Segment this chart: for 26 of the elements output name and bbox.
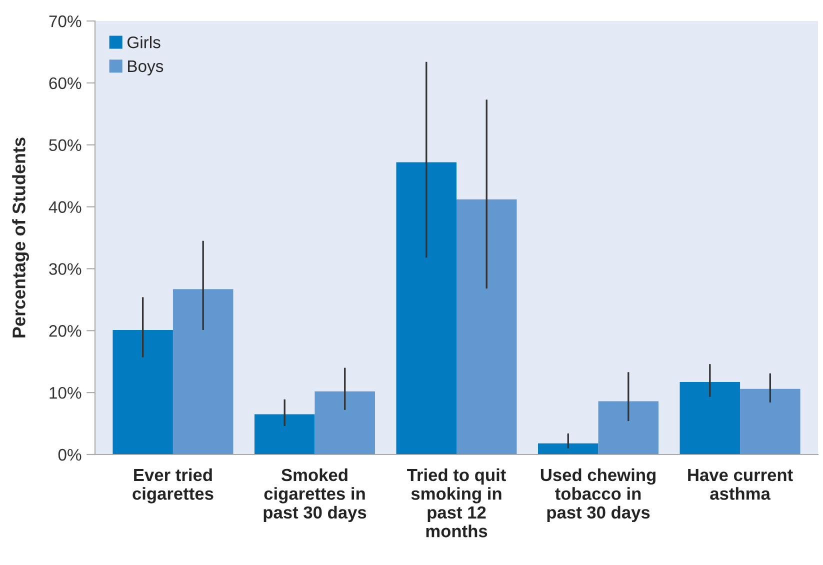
- y-axis-title: Percentage of Students: [12, 138, 30, 338]
- x-tick-label: Tried to quit smoking in past 12 months: [407, 468, 506, 538]
- bar: [112, 330, 173, 454]
- bar: [396, 162, 456, 454]
- bar: [740, 388, 800, 454]
- y-tick-label: 30%: [49, 263, 82, 275]
- y-tick-label: 70%: [49, 15, 82, 28]
- bar: [598, 401, 659, 454]
- x-tick-label: Smoked cigarettes in past 30 days: [264, 468, 366, 522]
- bar: [314, 391, 375, 454]
- legend-label: Girls: [128, 36, 160, 48]
- y-tick-label: 40%: [48, 201, 82, 213]
- bar: [538, 443, 598, 454]
- x-tick-label: Ever tried cigarettes: [132, 468, 214, 504]
- bar: [172, 289, 234, 454]
- y-tick-label: 10%: [50, 386, 82, 399]
- y-tick-label: 60%: [49, 77, 82, 90]
- bar: [456, 199, 517, 454]
- x-tick-label: Used chewing tobacco in past 30 days: [540, 468, 656, 522]
- x-tick-label: Have current asthma: [688, 469, 793, 500]
- y-tick-label: 20%: [49, 325, 82, 337]
- y-tick-label: 0%: [58, 448, 82, 461]
- y-tick-label: 50%: [49, 139, 82, 152]
- bar: [680, 382, 740, 454]
- legend-label: Boys: [128, 60, 164, 76]
- bar: [254, 414, 315, 454]
